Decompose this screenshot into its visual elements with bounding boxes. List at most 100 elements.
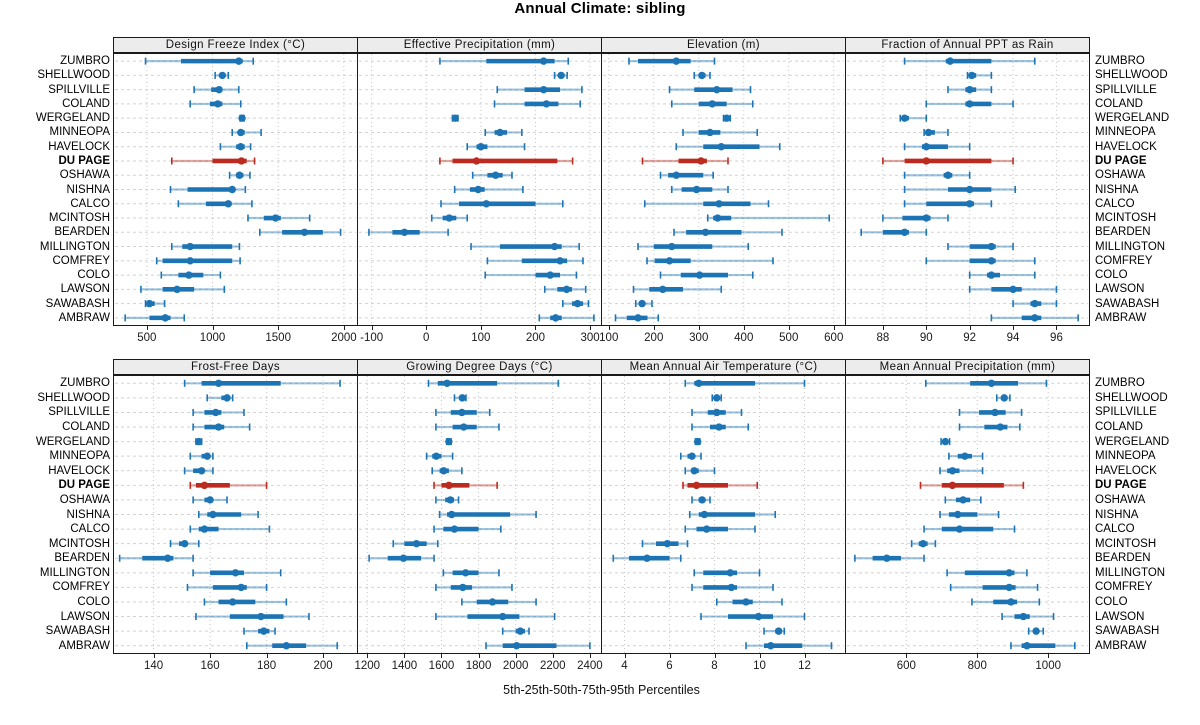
median-dot <box>922 214 930 222</box>
median-dot <box>987 242 996 251</box>
median-dot <box>498 612 507 621</box>
axis-tick <box>371 326 373 330</box>
median-dot <box>412 539 421 548</box>
median-dot <box>702 525 711 533</box>
site-label-left: MINNEOPA <box>49 450 111 463</box>
median-dot <box>200 525 209 533</box>
median-dot <box>173 285 181 294</box>
median-dot <box>203 452 211 460</box>
panel-mean-annual-air-temperature-c- <box>601 375 846 654</box>
axis-tick-label: 200 <box>644 332 664 344</box>
site-label-left: NISHNA <box>66 183 110 196</box>
median-dot <box>713 85 721 94</box>
median-dot <box>1007 598 1015 606</box>
median-dot <box>482 200 491 208</box>
median-dot <box>539 57 548 65</box>
median-dot <box>218 71 227 80</box>
site-label-right: LAWSON <box>1095 283 1145 296</box>
median-dot <box>688 452 696 460</box>
panel-strip-title: Elevation (m) <box>601 37 846 53</box>
axis-tick <box>343 326 345 330</box>
axis-tick-label: 600 <box>824 332 844 344</box>
axis-tick <box>714 654 716 658</box>
median-dot <box>944 171 952 179</box>
median-dot <box>459 583 467 592</box>
median-dot <box>551 314 560 322</box>
axis-tick-label: 300 <box>580 332 600 344</box>
panel-canvas <box>115 54 356 325</box>
median-dot <box>722 114 731 122</box>
site-label-right: SHELLWOOD <box>1095 69 1168 82</box>
median-dot <box>180 539 189 548</box>
median-dot <box>659 285 667 294</box>
median-dot <box>257 612 265 621</box>
median-dot <box>458 394 466 402</box>
axis-tick-label: 400 <box>734 332 754 344</box>
site-label-left: NISHNA <box>66 508 110 521</box>
axis-tick-label: 8 <box>711 660 718 672</box>
median-dot <box>717 143 725 151</box>
site-label-left: COLO <box>77 595 110 608</box>
median-dot <box>224 200 232 208</box>
axis-tick <box>589 654 591 658</box>
site-label-left: AMBRAW <box>58 311 110 324</box>
median-dot <box>1009 285 1017 294</box>
median-dot <box>300 228 309 236</box>
site-label-right: COLAND <box>1095 421 1143 434</box>
panel-strip-title: Mean Annual Precipitation (mm) <box>845 359 1090 375</box>
median-dot <box>965 200 974 208</box>
site-label-left: AMBRAW <box>58 639 110 652</box>
axis-tick <box>743 326 745 330</box>
axis-tick <box>624 654 626 658</box>
median-dot <box>214 379 223 387</box>
median-dot <box>445 437 453 446</box>
median-dot <box>900 228 909 236</box>
median-dot <box>235 57 243 65</box>
median-dot <box>643 554 651 562</box>
median-dot <box>941 437 950 446</box>
panel-strip-title: Fraction of Annual PPT as Rain <box>845 37 1090 53</box>
median-dot <box>491 171 500 179</box>
median-dot <box>690 467 698 475</box>
axis-tick-label: 2200 <box>539 660 566 672</box>
panel-strip-title: Mean Annual Air Temperature (°C) <box>601 359 846 375</box>
site-label-left: SPILLVILLE <box>48 83 110 96</box>
percentiles-caption: 5th-25th-50th-75th-95th Percentiles <box>503 683 700 697</box>
median-dot <box>968 71 976 80</box>
panel-fraction-of-annual-ppt-as-rain <box>845 53 1090 326</box>
site-label-right: AMBRAW <box>1095 311 1147 324</box>
panel-effective-precipitation-mm- <box>357 53 602 326</box>
median-dot <box>446 496 455 504</box>
axis-tick <box>323 654 325 658</box>
axis-tick <box>759 654 761 658</box>
panel-frost-free-days <box>113 375 358 654</box>
median-dot <box>700 510 709 519</box>
axis-tick-label: 1400 <box>391 660 418 672</box>
median-dot <box>212 408 220 417</box>
panel-canvas <box>603 376 844 653</box>
median-dot <box>713 408 721 417</box>
median-dot <box>209 510 217 519</box>
axis-tick-label: 1500 <box>265 332 291 344</box>
axis-tick <box>478 654 480 658</box>
median-dot <box>186 257 194 265</box>
panel-canvas <box>359 54 600 325</box>
median-dot <box>443 379 451 387</box>
site-label-right: MINNEOPA <box>1095 126 1156 139</box>
site-label-left: WERGELAND <box>35 112 110 125</box>
median-dot <box>451 114 459 122</box>
site-label-right: ZUMBRO <box>1095 55 1145 68</box>
site-label-left: LAWSON <box>60 610 110 623</box>
site-label-right: WERGELAND <box>1095 112 1170 125</box>
median-dot <box>488 598 497 606</box>
panel-canvas <box>603 54 844 325</box>
site-label-left: LAWSON <box>60 283 110 296</box>
site-label-right: SPILLVILLE <box>1095 83 1157 96</box>
median-dot <box>693 437 702 446</box>
axis-tick-label: 200 <box>525 332 546 344</box>
median-dot <box>512 642 521 650</box>
axis-tick <box>515 654 517 658</box>
site-label-right: BEARDEN <box>1095 552 1151 565</box>
median-dot <box>400 228 409 236</box>
panel-design-freeze-index-c- <box>113 53 358 326</box>
